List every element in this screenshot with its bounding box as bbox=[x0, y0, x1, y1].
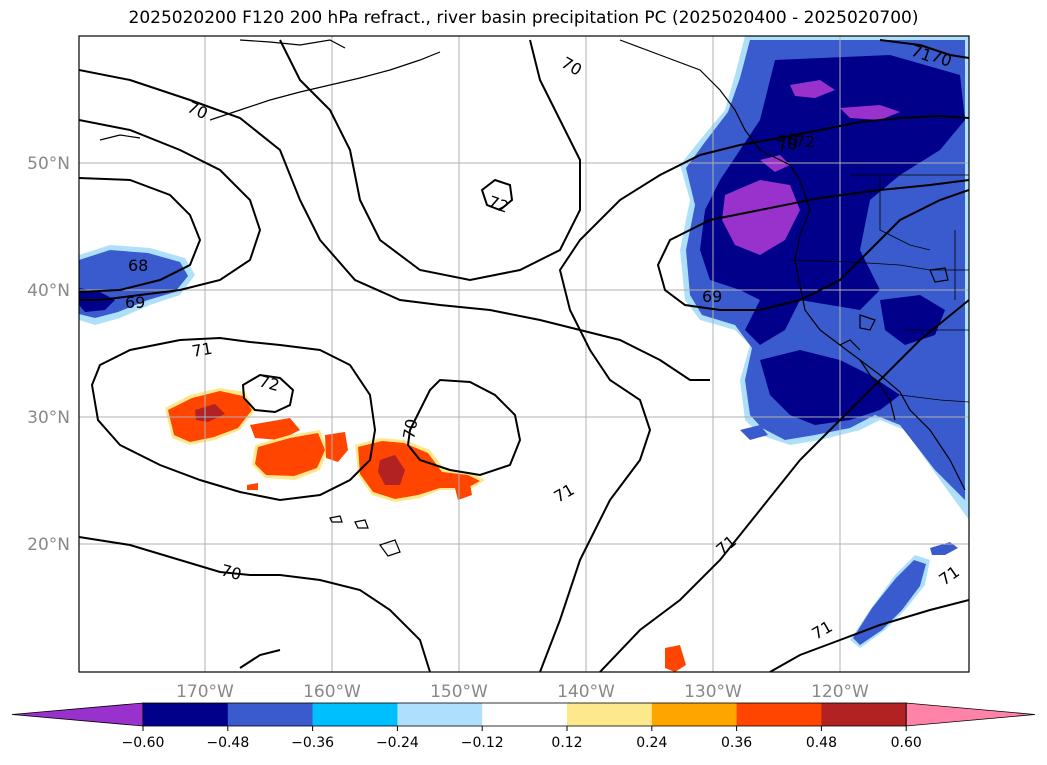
colorbar-outline bbox=[142, 702, 907, 727]
lat-label-50n: 50°N bbox=[27, 154, 70, 174]
colorbar-tick-label: 0.48 bbox=[806, 735, 837, 751]
lat-label-20n: 20°N bbox=[27, 535, 70, 555]
contour-label: 70 bbox=[775, 134, 798, 156]
lon-label-150w: 150°W bbox=[430, 682, 488, 702]
lat-label-30n: 30°N bbox=[27, 408, 70, 428]
colorbar-segment bbox=[736, 703, 822, 726]
lon-label-170w: 170°W bbox=[176, 682, 234, 702]
contour-label: 69 bbox=[125, 293, 145, 312]
colorbar-extension-low bbox=[11, 702, 144, 727]
longitude-labels: 170°W 160°W 150°W 140°W 130°W 120°W bbox=[176, 682, 869, 702]
colorbar-tick-label: 0.60 bbox=[891, 735, 922, 751]
lon-label-120w: 120°W bbox=[811, 682, 869, 702]
map-frame bbox=[78, 35, 970, 673]
colorbar-tick-label: 0.24 bbox=[636, 735, 667, 751]
colorbar-tick-label: 0.12 bbox=[551, 735, 582, 751]
refractivity-contours bbox=[79, 39, 969, 672]
colorbar-segment bbox=[227, 703, 314, 726]
colorbar: −0.60 −0.48 −0.36 −0.24 −0.12 0.12 0.24 0.36 0.4… bbox=[11, 702, 1036, 751]
colorbar-segment bbox=[821, 703, 907, 726]
latitude-labels: 50°N 40°N 30°N 20°N bbox=[27, 154, 70, 555]
colorbar-segment bbox=[567, 703, 653, 726]
political-borders bbox=[789, 174, 969, 403]
colorbar-tick-label: −0.60 bbox=[122, 735, 165, 751]
colorbar-segment bbox=[482, 703, 568, 726]
contour-label: 68 bbox=[128, 256, 148, 275]
lon-label-160w: 160°W bbox=[303, 682, 361, 702]
lat-label-40n: 40°N bbox=[27, 281, 70, 301]
colorbar-tick-label: 0.36 bbox=[721, 735, 752, 751]
colorbar-segment bbox=[143, 703, 229, 726]
colorbar-extension-high bbox=[905, 702, 1036, 727]
colorbar-segment bbox=[397, 703, 483, 726]
contour-label: 70 bbox=[219, 561, 244, 585]
colorbar-segment bbox=[312, 703, 398, 726]
contour-label: 70 bbox=[776, 130, 799, 152]
contour-label: 70 bbox=[399, 417, 421, 440]
contour-label: 71 bbox=[190, 339, 213, 361]
colorbar-tick-label: −0.24 bbox=[376, 735, 419, 751]
contour-label: 72 bbox=[257, 372, 282, 396]
colorbar-segment bbox=[651, 703, 738, 726]
colorbar-tick-label: −0.12 bbox=[461, 735, 504, 751]
colorbar-tick-label: −0.36 bbox=[291, 735, 334, 751]
lon-label-130w: 130°W bbox=[684, 682, 742, 702]
colorbar-tick-label: −0.48 bbox=[206, 735, 249, 751]
precipitation-shading bbox=[79, 36, 969, 672]
contour-label: 72 bbox=[795, 132, 815, 151]
coastlines bbox=[99, 39, 966, 557]
contour-label: 69 bbox=[702, 287, 722, 306]
map-title: 2025020200 F120 200 hPa refract., river … bbox=[128, 8, 919, 28]
lon-label-140w: 140°W bbox=[557, 682, 615, 702]
